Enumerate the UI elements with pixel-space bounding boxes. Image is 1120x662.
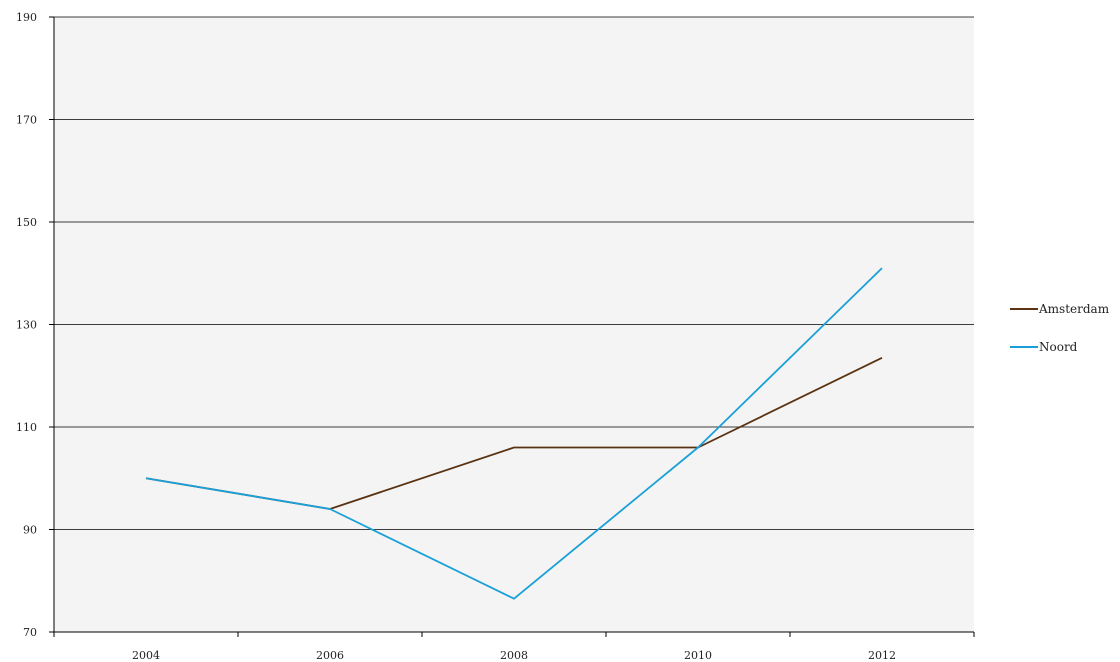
y-tick-label-170: 170 (16, 114, 37, 127)
y-tick-label-90: 90 (23, 524, 37, 537)
x-tick-label-2012: 2012 (868, 649, 896, 662)
y-tick-label-110: 110 (16, 421, 37, 434)
x-tick-label-2008: 2008 (500, 649, 528, 662)
x-tick-label-2010: 2010 (684, 649, 712, 662)
y-tick-label-70: 70 (23, 626, 37, 639)
y-tick-label-130: 130 (16, 319, 37, 332)
x-tick-label-2004: 2004 (132, 649, 160, 662)
y-axis-ticks: 70 90 110 130 150 170 190 (16, 11, 54, 639)
legend: Amsterdam Noord (1010, 302, 1110, 354)
x-tick-label-2006: 2006 (316, 649, 344, 662)
legend-label-noord: Noord (1039, 340, 1078, 354)
legend-label-amsterdam: Amsterdam (1038, 302, 1110, 316)
y-tick-label-150: 150 (16, 216, 37, 229)
gridlines (54, 16, 974, 530)
x-axis-ticks: 2004 2006 2008 2010 2012 (53, 632, 975, 662)
series-line-noord (145, 267, 883, 600)
series-lines (145, 267, 883, 600)
y-tick-label-190: 190 (16, 11, 37, 24)
